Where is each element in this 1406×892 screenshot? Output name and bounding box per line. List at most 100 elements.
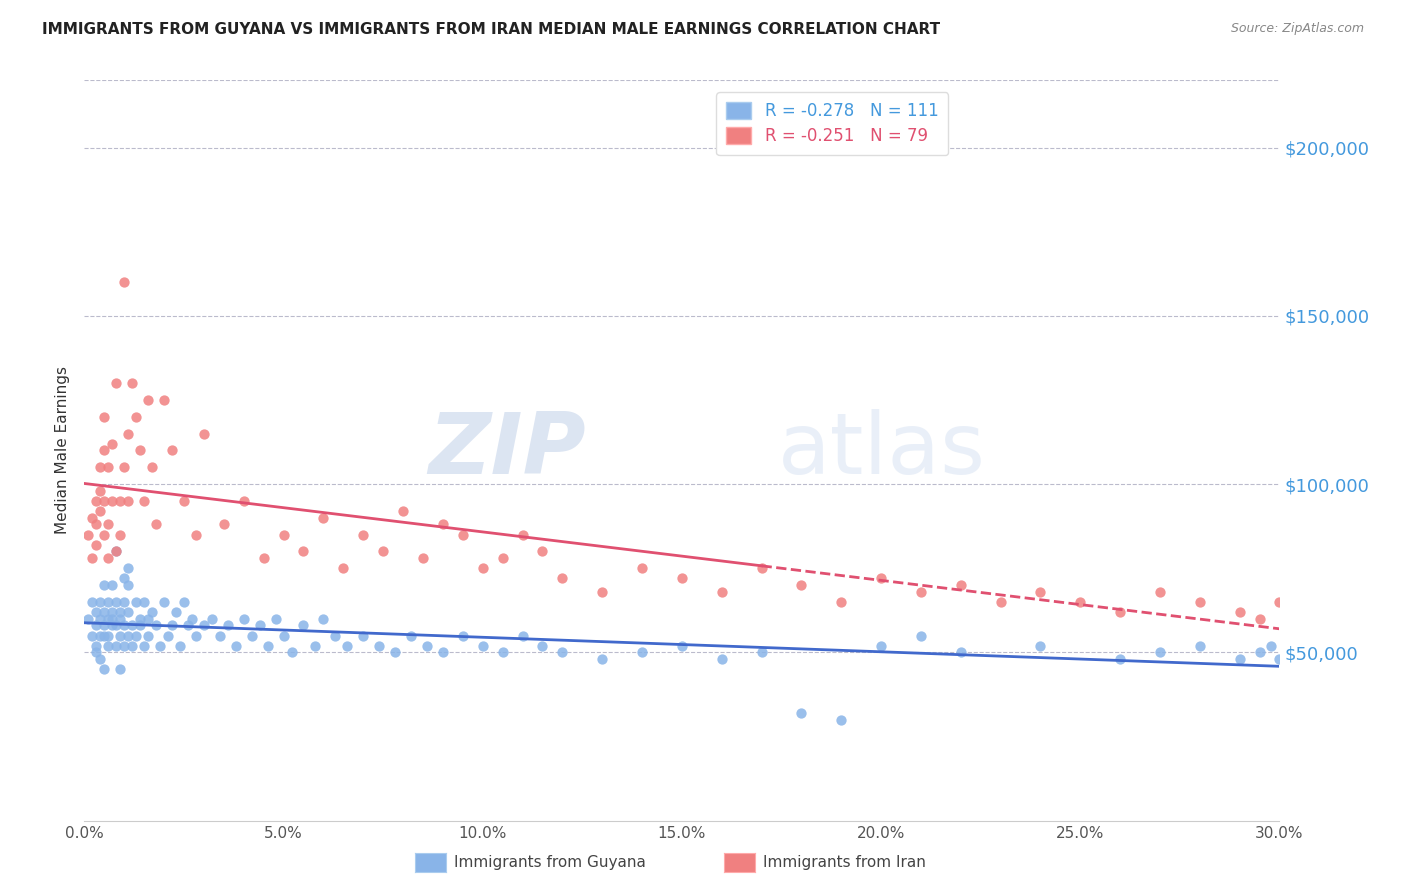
Text: atlas: atlas [778,409,986,492]
Text: Immigrants from Guyana: Immigrants from Guyana [454,855,645,870]
Point [129,443,152,458]
Point [145,517,167,532]
Point [332,561,354,575]
Point [870,639,893,653]
Point [384,645,406,659]
Point [141,460,163,475]
Point [97,595,120,609]
Point [181,612,204,626]
Point [790,578,813,592]
Point [110,612,132,626]
Point [591,584,613,599]
Point [451,527,474,541]
Point [412,551,434,566]
Point [89,460,111,475]
Point [1268,652,1291,666]
Point [336,639,359,653]
Point [93,494,115,508]
Point [451,628,474,642]
Point [82,628,104,642]
Text: Immigrants from Iran: Immigrants from Iran [763,855,927,870]
Point [1301,618,1323,632]
Point [160,443,183,458]
Y-axis label: Median Male Earnings: Median Male Earnings [55,367,70,534]
Point [910,584,932,599]
Point [112,460,135,475]
Point [312,612,335,626]
Text: ZIP: ZIP [429,409,586,492]
Point [86,645,108,659]
Point [136,392,159,407]
Point [1277,645,1299,659]
Point [112,639,135,653]
Point [212,517,235,532]
Point [551,645,574,659]
Point [117,578,139,592]
Point [256,639,278,653]
Point [136,612,159,626]
Point [253,551,276,566]
Point [1268,595,1291,609]
Point [93,443,115,458]
Point [416,639,439,653]
Point [184,527,207,541]
Point [492,551,515,566]
Point [1109,652,1132,666]
Point [325,628,347,642]
Point [82,551,104,566]
Point [82,510,104,524]
Point [117,561,139,575]
Point [110,527,132,541]
Point [949,578,972,592]
Point [97,639,120,653]
Point [101,494,124,508]
Point [184,628,207,642]
Point [149,639,172,653]
Point [105,639,128,653]
Point [512,527,534,541]
Legend: R = -0.278   N = 111, R = -0.251   N = 79: R = -0.278 N = 111, R = -0.251 N = 79 [717,92,949,155]
Point [273,628,295,642]
Point [77,612,100,626]
Point [129,618,152,632]
Point [631,561,654,575]
Point [352,527,374,541]
Point [93,527,115,541]
Point [830,713,852,727]
Point [97,628,120,642]
Point [86,639,108,653]
Point [399,628,422,642]
Point [373,544,395,558]
Point [129,612,152,626]
Point [531,544,554,558]
Point [1281,605,1303,619]
Point [121,639,143,653]
Point [97,460,120,475]
Point [89,504,111,518]
Point [1109,605,1132,619]
Point [82,595,104,609]
Point [86,538,108,552]
Point [112,571,135,585]
Point [105,544,128,558]
Point [132,639,156,653]
Point [153,392,176,407]
Point [177,618,200,632]
Point [1229,605,1251,619]
Point [160,618,183,632]
Point [97,551,120,566]
Point [352,628,374,642]
Point [121,376,143,391]
Point [591,652,613,666]
Point [173,595,195,609]
Point [531,639,554,653]
Point [1149,584,1171,599]
Point [1260,639,1282,653]
Point [169,639,191,653]
Point [1188,639,1211,653]
Point [432,517,454,532]
Point [97,612,120,626]
Point [101,605,124,619]
Point [101,578,124,592]
Point [751,561,773,575]
